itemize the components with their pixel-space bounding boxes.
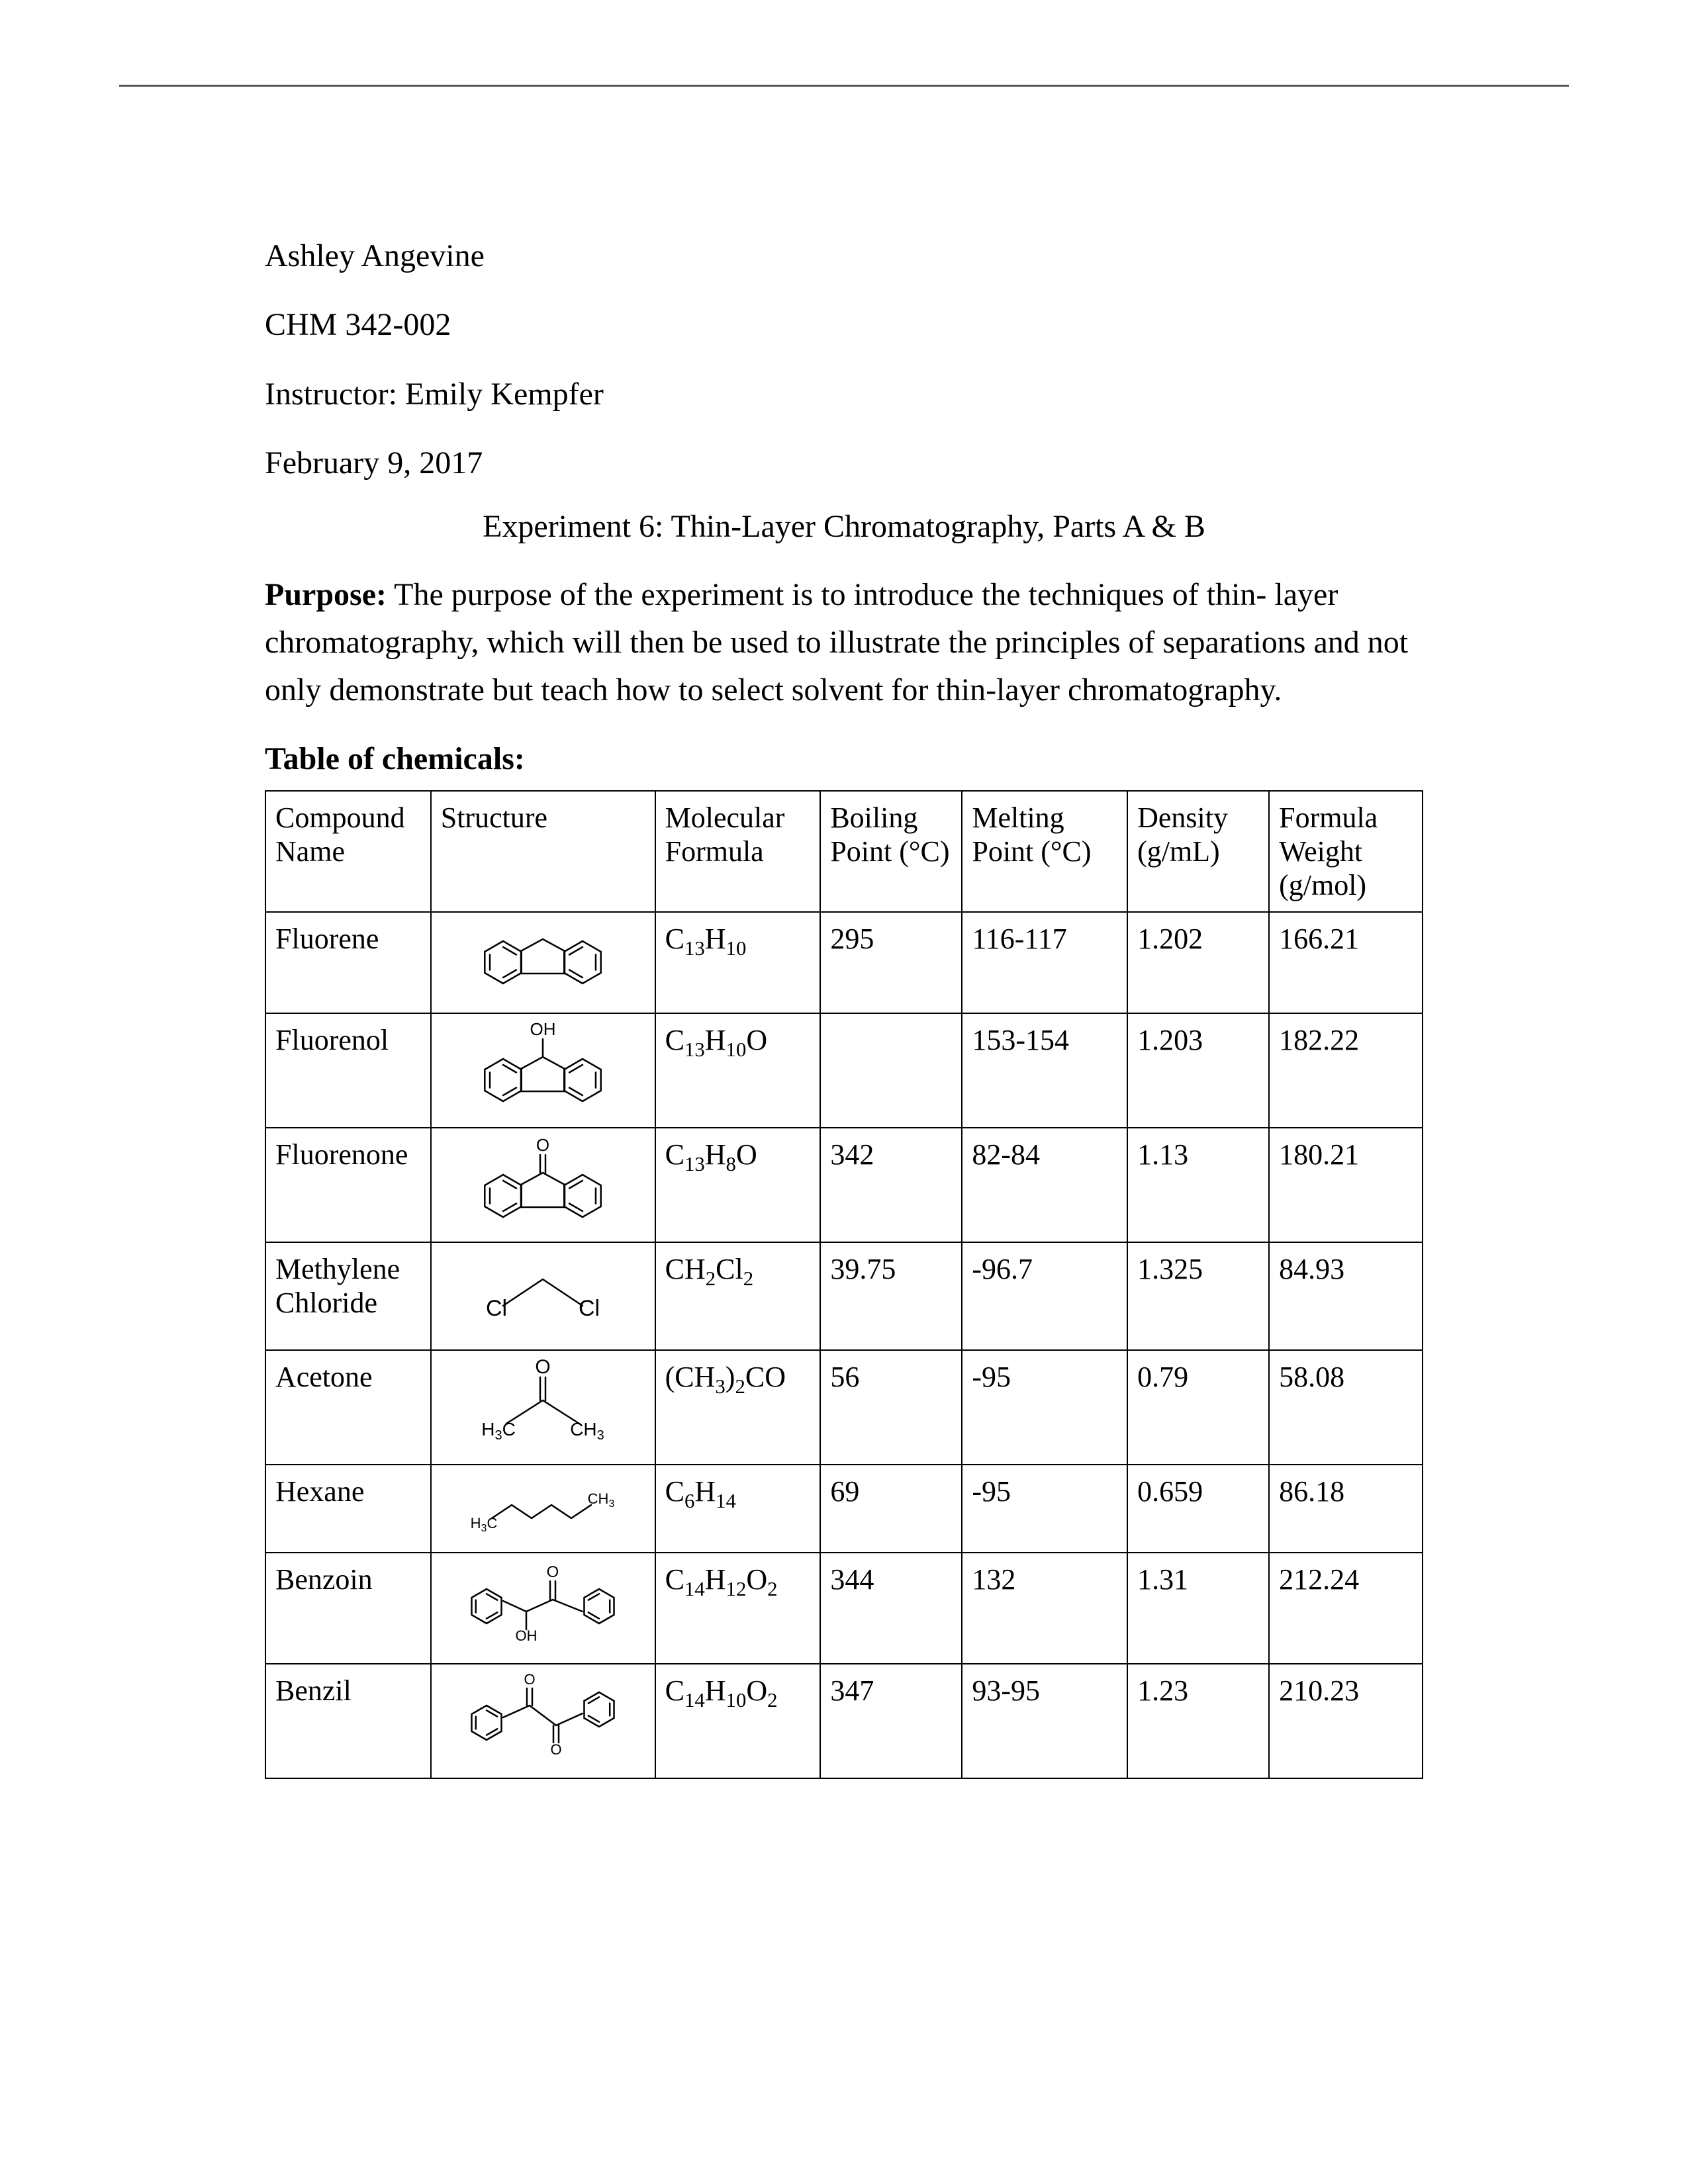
- svg-text:Cl: Cl: [579, 1296, 600, 1321]
- col-structure: Structure: [431, 791, 655, 912]
- cell-formula-weight: 84.93: [1269, 1242, 1423, 1350]
- cell-compound-name: Fluorene: [265, 912, 431, 1013]
- cell-molecular-formula: C14H12O2: [655, 1553, 821, 1664]
- cell-compound-name: Hexane: [265, 1465, 431, 1553]
- purpose-label: Purpose:: [265, 577, 387, 612]
- cell-boiling-point: 347: [820, 1664, 962, 1778]
- svg-text:OH: OH: [530, 1021, 556, 1039]
- cell-formula-weight: 212.24: [1269, 1553, 1423, 1664]
- cell-structure: OH: [431, 1013, 655, 1128]
- col-compound-name: Compound Name: [265, 791, 431, 912]
- table-row: Fluorene C13H10295116-1171.202166.21: [265, 912, 1423, 1013]
- cell-formula-weight: 58.08: [1269, 1350, 1423, 1465]
- instructor-line: Instructor: Emily Kempfer: [265, 370, 1423, 419]
- cell-melting-point: -95: [962, 1465, 1127, 1553]
- svg-text:O: O: [551, 1741, 562, 1758]
- document-content: Ashley Angevine CHM 342-002 Instructor: …: [265, 232, 1423, 1779]
- cell-boiling-point: 342: [820, 1128, 962, 1242]
- cell-molecular-formula: C13H10O: [655, 1013, 821, 1128]
- cell-molecular-formula: C13H8O: [655, 1128, 821, 1242]
- svg-text:CH3: CH3: [587, 1490, 614, 1510]
- cell-formula-weight: 86.18: [1269, 1465, 1423, 1553]
- cell-structure: H3C CH3: [431, 1465, 655, 1553]
- cell-compound-name: Benzil: [265, 1664, 431, 1778]
- col-boiling-point: Boiling Point (°C): [820, 791, 962, 912]
- purpose-text: The purpose of the experiment is to intr…: [265, 577, 1408, 707]
- top-rule: [119, 85, 1569, 87]
- svg-text:H3C: H3C: [470, 1515, 497, 1534]
- cell-melting-point: 82-84: [962, 1128, 1127, 1242]
- svg-text:O: O: [547, 1563, 559, 1581]
- author-name: Ashley Angevine: [265, 232, 1423, 281]
- svg-text:O: O: [524, 1671, 536, 1688]
- purpose-paragraph: Purpose: The purpose of the experiment i…: [265, 571, 1423, 714]
- table-row: BenzilOOC14H10O234793-951.23210.23: [265, 1664, 1423, 1778]
- cell-density: 1.203: [1127, 1013, 1269, 1128]
- table-heading: Table of chemicals:: [265, 741, 1423, 777]
- table-row: Benzoin OH O C14H12O23441321.31212.24: [265, 1553, 1423, 1664]
- cell-boiling-point: 344: [820, 1553, 962, 1664]
- cell-melting-point: 93-95: [962, 1664, 1127, 1778]
- cell-compound-name: Methylene Chloride: [265, 1242, 431, 1350]
- date-line: February 9, 2017: [265, 439, 1423, 488]
- table-row: Methylene Chloride Cl Cl CH2Cl239.75-96.71.…: [265, 1242, 1423, 1350]
- cell-structure: [431, 912, 655, 1013]
- cell-melting-point: 116-117: [962, 912, 1127, 1013]
- cell-structure: O: [431, 1128, 655, 1242]
- cell-boiling-point: 295: [820, 912, 962, 1013]
- cell-compound-name: Fluorenone: [265, 1128, 431, 1242]
- cell-compound-name: Benzoin: [265, 1553, 431, 1664]
- cell-density: 1.325: [1127, 1242, 1269, 1350]
- cell-density: 1.31: [1127, 1553, 1269, 1664]
- cell-boiling-point: 39.75: [820, 1242, 962, 1350]
- svg-text:O: O: [536, 1135, 549, 1155]
- experiment-title: Experiment 6: Thin-Layer Chromatography,…: [265, 508, 1423, 545]
- table-header-row: Compound Name Structure Molecular Formul…: [265, 791, 1423, 912]
- chemicals-table: Compound Name Structure Molecular Formul…: [265, 790, 1423, 1779]
- document-page: Ashley Angevine CHM 342-002 Instructor: …: [0, 0, 1688, 2184]
- cell-density: 1.23: [1127, 1664, 1269, 1778]
- cell-density: 1.13: [1127, 1128, 1269, 1242]
- col-density: Density (g/mL): [1127, 791, 1269, 912]
- cell-melting-point: 132: [962, 1553, 1127, 1664]
- cell-formula-weight: 210.23: [1269, 1664, 1423, 1778]
- cell-structure: OO: [431, 1664, 655, 1778]
- cell-structure: OH O: [431, 1553, 655, 1664]
- table-body: FluoreneC13H10295116-1171.202166.21Fluor…: [265, 912, 1423, 1778]
- svg-text:CH3: CH3: [570, 1419, 604, 1443]
- svg-text:OH: OH: [516, 1627, 538, 1644]
- col-formula-weight: Formula Weight (g/mol): [1269, 791, 1423, 912]
- course-code: CHM 342-002: [265, 300, 1423, 349]
- table-row: Acetone O H3C CH3 (CH3)2CO56-950.7958.08: [265, 1350, 1423, 1465]
- cell-melting-point: 153-154: [962, 1013, 1127, 1128]
- cell-compound-name: Acetone: [265, 1350, 431, 1465]
- svg-text:H3C: H3C: [481, 1419, 516, 1443]
- table-row: Fluorenol OH C13H10O 153-1541.203182.22: [265, 1013, 1423, 1128]
- cell-density: 0.659: [1127, 1465, 1269, 1553]
- table-row: Hexane H3C CH3 C6H1469-950.65986.18: [265, 1465, 1423, 1553]
- cell-boiling-point: [820, 1013, 962, 1128]
- col-melting-point: Melting Point (°C): [962, 791, 1127, 912]
- cell-boiling-point: 56: [820, 1350, 962, 1465]
- col-molecular-formula: Molecular Formula: [655, 791, 821, 912]
- cell-compound-name: Fluorenol: [265, 1013, 431, 1128]
- cell-melting-point: -95: [962, 1350, 1127, 1465]
- svg-text:Cl: Cl: [486, 1296, 507, 1321]
- cell-molecular-formula: C13H10: [655, 912, 821, 1013]
- cell-density: 0.79: [1127, 1350, 1269, 1465]
- cell-formula-weight: 182.22: [1269, 1013, 1423, 1128]
- cell-structure: O H3C CH3: [431, 1350, 655, 1465]
- cell-molecular-formula: C14H10O2: [655, 1664, 821, 1778]
- svg-text:O: O: [535, 1357, 550, 1378]
- cell-molecular-formula: CH2Cl2: [655, 1242, 821, 1350]
- table-row: Fluorenone O C13H8O34282-841.13180.21: [265, 1128, 1423, 1242]
- cell-molecular-formula: C6H14: [655, 1465, 821, 1553]
- cell-structure: Cl Cl: [431, 1242, 655, 1350]
- cell-molecular-formula: (CH3)2CO: [655, 1350, 821, 1465]
- cell-formula-weight: 180.21: [1269, 1128, 1423, 1242]
- cell-boiling-point: 69: [820, 1465, 962, 1553]
- cell-formula-weight: 166.21: [1269, 912, 1423, 1013]
- cell-melting-point: -96.7: [962, 1242, 1127, 1350]
- cell-density: 1.202: [1127, 912, 1269, 1013]
